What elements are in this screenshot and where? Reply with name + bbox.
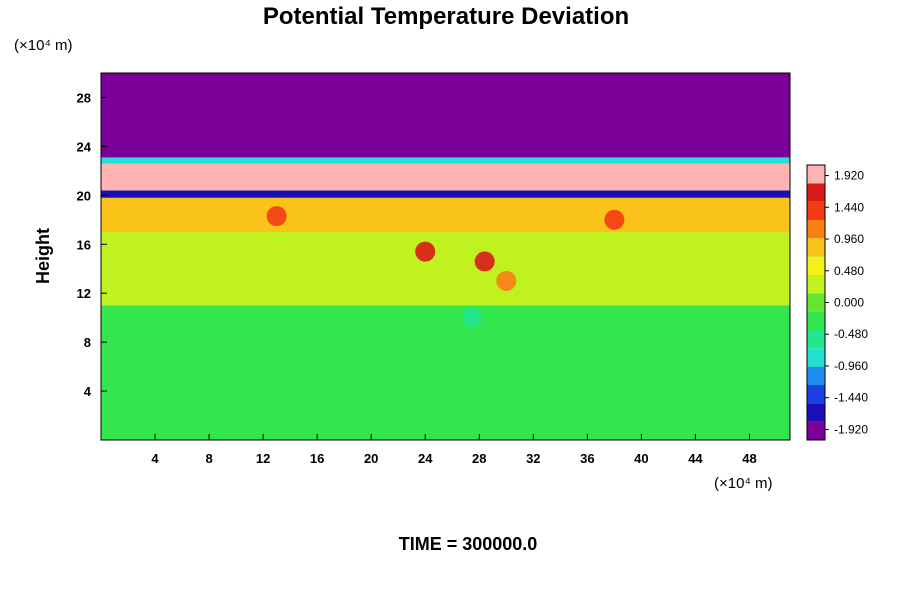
band-6 xyxy=(101,73,790,158)
colorbar-segment xyxy=(807,293,825,312)
feature-3 xyxy=(462,307,483,328)
colorbar-segment xyxy=(807,256,825,275)
y-tick-label-4: 4 xyxy=(84,384,92,399)
band-4 xyxy=(101,163,790,191)
colorbar-segment xyxy=(807,348,825,367)
y-axis-unit: (×10⁴ m) xyxy=(14,37,73,54)
x-tick-label-8: 8 xyxy=(205,451,212,466)
feature-0 xyxy=(415,241,436,262)
x-tick-label-4: 4 xyxy=(151,451,159,466)
plot-field xyxy=(101,73,790,440)
x-tick-label-20: 20 xyxy=(364,451,378,466)
colorbar-segment xyxy=(807,421,825,440)
colorbar-segment xyxy=(807,385,825,404)
colorbar-segment xyxy=(807,201,825,220)
colorbar-segment xyxy=(807,238,825,257)
colorbar-segment xyxy=(807,366,825,385)
colorbar-tick-label: 0.480 xyxy=(834,264,864,278)
plot-frame xyxy=(100,72,791,441)
y-tick-label-20: 20 xyxy=(77,188,91,203)
x-tick-label-32: 32 xyxy=(526,451,540,466)
y-tick-label-24: 24 xyxy=(77,139,92,154)
band-1 xyxy=(101,232,790,306)
x-tick-label-48: 48 xyxy=(742,451,756,466)
chart-title: Potential Temperature Deviation xyxy=(263,3,629,30)
band-3 xyxy=(101,190,790,198)
x-axis: 4 8 12 16 20 24 28 32 36 40 44 48 xyxy=(151,434,757,466)
x-tick-label-28: 28 xyxy=(472,451,486,466)
colorbar-segment xyxy=(807,403,825,422)
colorbar-tick-label: 1.440 xyxy=(834,200,864,214)
x-tick-label-44: 44 xyxy=(688,451,703,466)
feature-1 xyxy=(474,251,495,272)
x-tick-label-40: 40 xyxy=(634,451,648,466)
y-tick-label-12: 12 xyxy=(77,286,91,301)
x-tick-label-24: 24 xyxy=(418,451,433,466)
x-axis-unit: (×10⁴ m) xyxy=(714,475,773,492)
time-label: TIME = 300000.0 xyxy=(399,534,538,554)
colorbar-segment xyxy=(807,330,825,349)
colorbar-tick-label: 0.000 xyxy=(834,296,864,310)
y-tick-label-28: 28 xyxy=(77,90,91,105)
colorbar-segment xyxy=(807,311,825,330)
y-axis: 4 8 12 16 20 24 28 xyxy=(77,90,107,399)
y-axis-label: Height xyxy=(33,228,53,284)
colorbar-segment xyxy=(807,183,825,202)
colorbar: 1.920 1.440 0.960 0.480 0.000 -0.480 -0.960 -1.… xyxy=(806,164,868,441)
colorbar-segment xyxy=(807,220,825,239)
x-tick-label-36: 36 xyxy=(580,451,594,466)
colorbar-segment xyxy=(807,275,825,294)
colorbar-tick-label: -0.480 xyxy=(834,327,868,341)
colorbar-tick-label: 0.960 xyxy=(834,232,864,246)
colorbar-tick-label: -1.440 xyxy=(834,391,868,405)
band-2 xyxy=(101,197,790,233)
y-tick-label-16: 16 xyxy=(77,237,91,252)
y-tick-label-8: 8 xyxy=(84,335,91,350)
colorbar-segment xyxy=(807,165,825,184)
feature-2 xyxy=(496,270,517,291)
colorbar-tick-label: -1.920 xyxy=(834,422,868,436)
x-tick-label-16: 16 xyxy=(310,451,324,466)
feature-5 xyxy=(604,209,625,230)
colorbar-tick-label: 1.920 xyxy=(834,169,864,183)
feature-4 xyxy=(266,206,287,227)
band-0 xyxy=(101,305,790,440)
colorbar-tick-label: -0.960 xyxy=(834,359,868,373)
x-tick-label-12: 12 xyxy=(256,451,270,466)
band-5 xyxy=(101,157,790,164)
